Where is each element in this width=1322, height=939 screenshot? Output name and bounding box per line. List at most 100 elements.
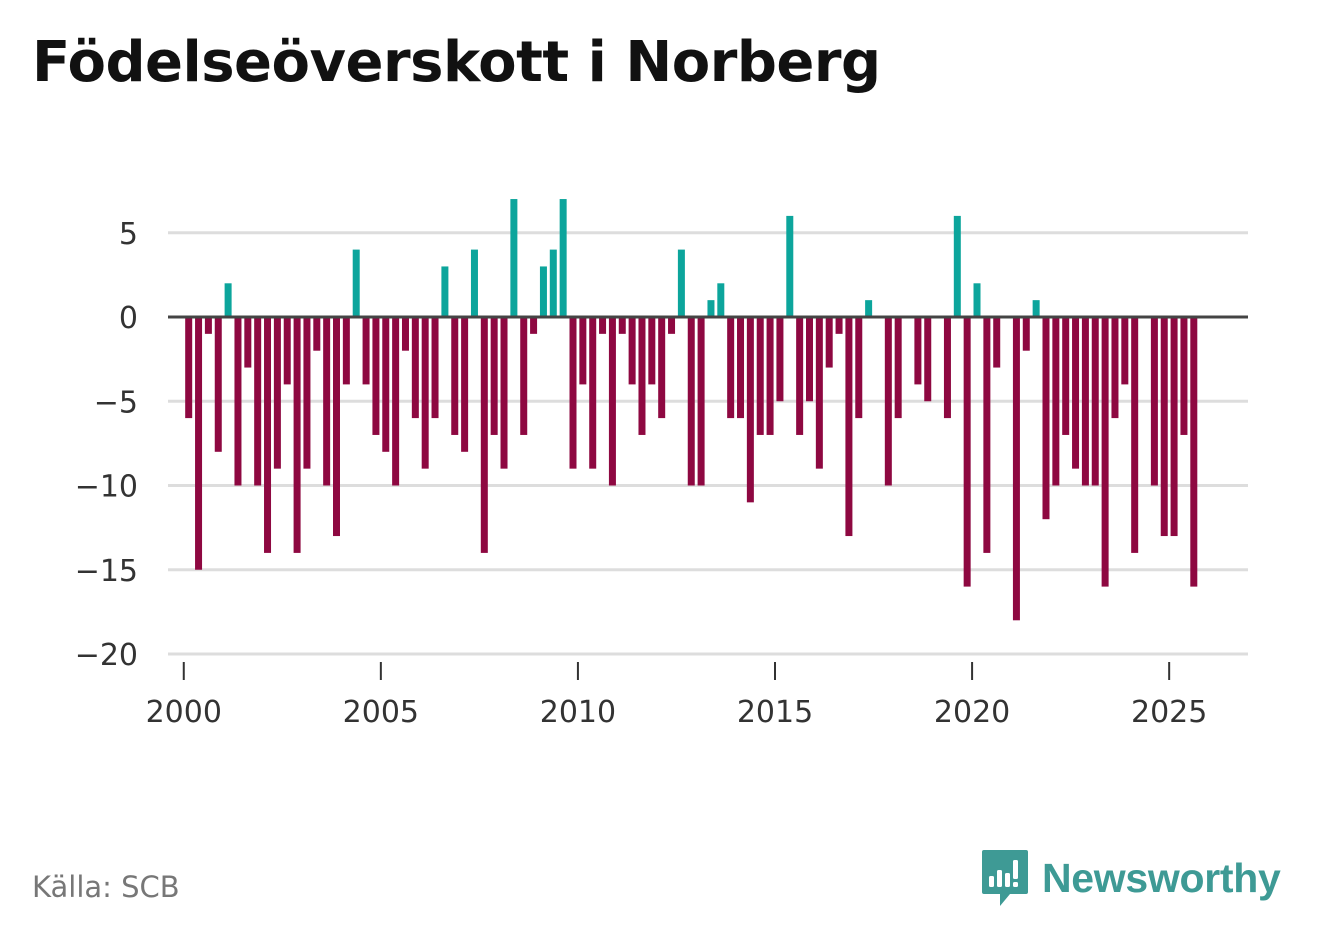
x-tick-label: 2010 [540,695,616,730]
bar-negative [1062,317,1070,435]
bar-negative [1131,317,1139,553]
bar-negative [382,317,390,452]
source-label: Källa: SCB [32,870,180,904]
y-tick-label: −15 [75,554,138,589]
bar-negative [401,317,409,351]
bar-negative [993,317,1001,368]
bar-negative [234,317,242,486]
bar-negative [825,317,833,368]
bar-positive [677,249,685,317]
bar-negative [727,317,735,419]
brand-name: Newsworthy [1042,854,1281,901]
bar-positive [470,249,478,317]
bar-negative [1091,317,1099,486]
bar-negative [342,317,350,385]
bar-negative [480,317,488,553]
bar-negative [264,317,272,553]
bar-negative [520,317,528,435]
bar-negative [766,317,774,435]
bar-chart: 5 0 −5 −10 −15 −20 2000 2005 2010 2015 2020 2025 [75,199,1248,730]
bar-negative [638,317,646,435]
bar-negative [1101,317,1109,587]
y-tick-label: −10 [75,470,138,505]
chart-title: Födelseöverskott i Norberg [32,30,881,95]
bar-negative [411,317,419,419]
bar-negative [618,317,626,334]
bar-positive [1032,300,1040,317]
x-tick-label: 2000 [146,695,222,730]
bar-positive [707,300,715,317]
bar-negative [835,317,843,334]
bar-negative [303,317,311,469]
bar-negative [579,317,587,385]
bar-positive [224,283,232,317]
bar-negative [687,317,695,486]
bar-negative [333,317,340,537]
bar-negative [1081,317,1089,486]
bar-negative [737,317,745,419]
y-tick-label: −5 [94,385,138,420]
bar-negative [500,317,508,469]
bar-negative [658,317,666,419]
bar-negative [815,317,823,469]
bar-negative [204,317,212,334]
y-tick-label: 0 [119,301,138,336]
bar-negative [569,317,577,469]
bar-positive [510,199,518,317]
x-tick-label: 2020 [934,695,1010,730]
bar-negative [983,317,991,553]
bar-negative [668,317,676,334]
bar-negative [185,317,193,419]
bar-negative [648,317,656,385]
bar-negative [254,317,262,486]
bar-negative [746,317,754,503]
bar-negative [914,317,922,385]
bar-negative [421,317,429,469]
bar-negative [490,317,498,435]
brand[interactable]: Newsworthy [980,848,1281,908]
bar-negative [1012,317,1020,621]
y-tick-label: 5 [119,217,138,252]
bar-positive [539,266,547,317]
bar-negative [884,317,892,486]
bar-negative [313,317,321,351]
x-tick-label: 2005 [343,695,419,730]
bar-negative [323,317,331,486]
bar-negative [1042,317,1050,520]
bar-negative [796,317,804,435]
bar-negative [776,317,784,402]
bar-negative [894,317,902,419]
bar-negative [273,317,281,469]
bar-negative [628,317,636,385]
bar-negative [1121,317,1129,385]
x-tick-label: 2025 [1131,695,1207,730]
bar-negative [431,317,439,419]
bar-positive [352,249,360,317]
y-axis-ticks: 5 0 −5 −10 −15 −20 [75,217,138,673]
bar-negative [1170,317,1178,537]
bar-negative [362,317,370,385]
bar-negative [963,317,971,587]
bar-negative [943,317,951,419]
bars [185,199,1198,621]
newsworthy-logo-icon [982,850,1028,906]
bar-positive [549,249,557,317]
bar-negative [283,317,291,385]
bar-negative [924,317,932,402]
bar-negative [756,317,764,435]
bar-negative [806,317,813,402]
bar-negative [1150,317,1158,486]
bar-negative [392,317,400,486]
bar-negative [608,317,616,486]
bar-negative [195,317,203,570]
bar-negative [697,317,705,486]
bar-negative [855,317,863,419]
bar-positive [865,300,873,317]
bar-positive [953,215,961,317]
bar-negative [1022,317,1030,351]
bar-positive [559,199,567,317]
bar-negative [845,317,853,537]
bar-negative [1052,317,1060,486]
bar-negative [1160,317,1168,537]
bar-negative [372,317,380,435]
